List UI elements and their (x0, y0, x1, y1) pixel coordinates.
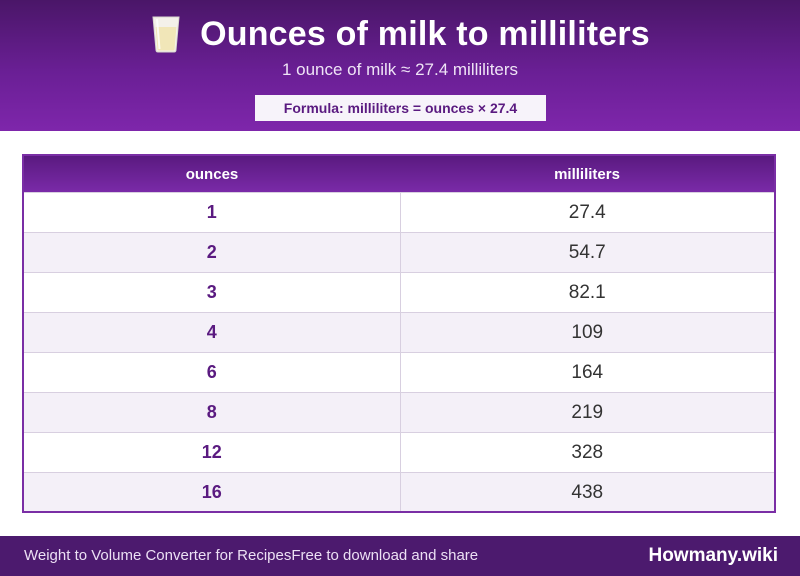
table-row: 12 328 (24, 432, 774, 473)
milliliters-cell: 164 (400, 352, 774, 393)
table-row: 8 219 (24, 392, 774, 433)
milk-glass-icon (150, 15, 182, 53)
ounces-cell: 1 (24, 192, 401, 233)
table-row: 6 164 (24, 352, 774, 393)
milliliters-cell: 82.1 (400, 272, 774, 313)
conversion-table: ounces milliliters 1 27.4 2 54.7 3 82.1 … (22, 154, 776, 513)
table-row: 4 109 (24, 312, 774, 353)
table-header-row: ounces milliliters (24, 156, 774, 193)
ounces-cell: 6 (24, 352, 401, 393)
ounces-cell: 4 (24, 312, 401, 353)
header: Ounces of milk to milliliters 1 ounce of… (0, 0, 800, 131)
milliliters-cell: 328 (400, 432, 774, 473)
milliliters-cell: 27.4 (400, 192, 774, 233)
title-row: Ounces of milk to milliliters (0, 14, 800, 54)
page-title: Ounces of milk to milliliters (200, 15, 650, 53)
milliliters-cell: 54.7 (400, 232, 774, 273)
subtitle: 1 ounce of milk ≈ 27.4 milliliters (281, 60, 519, 79)
table-row: 1 27.4 (24, 192, 774, 233)
ounces-cell: 12 (24, 432, 401, 473)
ounces-cell: 16 (24, 472, 401, 511)
milliliters-cell: 219 (400, 392, 774, 433)
footer-converter-link[interactable]: Weight to Volume Converter for Recipes (24, 547, 292, 564)
ounces-cell: 8 (24, 392, 401, 433)
ounces-cell: 3 (24, 272, 401, 313)
column-header-milliliters: milliliters (400, 156, 774, 193)
ounces-cell: 2 (24, 232, 401, 273)
formula-badge: Formula: milliliters = ounces × 27.4 (255, 95, 546, 121)
brand-logo-text[interactable]: Howmany.wiki (648, 545, 778, 566)
column-header-ounces: ounces (24, 156, 400, 193)
footer-tagline: Weight to Volume Converter for RecipesFr… (24, 536, 478, 576)
milliliters-cell: 438 (400, 472, 774, 511)
footer-share-text: Free to download and share (291, 547, 479, 564)
table-row: 16 438 (24, 472, 774, 511)
milliliters-cell: 109 (400, 312, 774, 353)
table-row: 3 82.1 (24, 272, 774, 313)
footer: Weight to Volume Converter for RecipesFr… (0, 536, 800, 576)
table-row: 2 54.7 (24, 232, 774, 273)
